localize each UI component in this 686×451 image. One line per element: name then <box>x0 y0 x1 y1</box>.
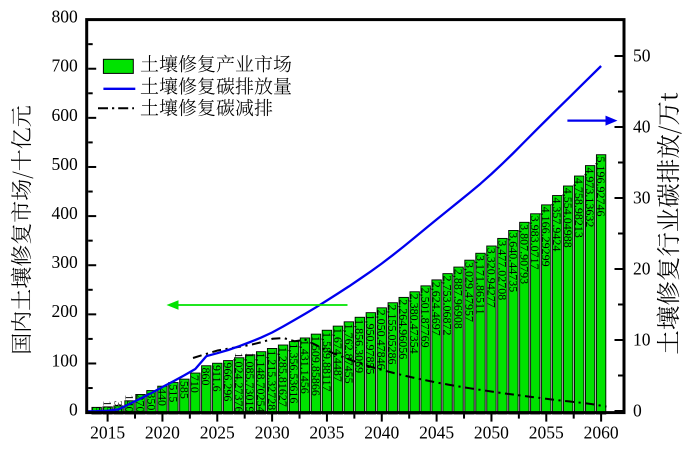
svg-text:3,477.02708: 3,477.02708 <box>495 240 509 300</box>
svg-text:440: 440 <box>155 388 169 406</box>
svg-text:2,264.96056: 2,264.96056 <box>397 299 411 359</box>
svg-text:100: 100 <box>51 350 78 370</box>
svg-text:911.6: 911.6 <box>210 365 224 392</box>
svg-text:1,356.53616: 1,356.53616 <box>287 343 301 403</box>
svg-text:270: 270 <box>133 395 147 413</box>
svg-text:1,762.87455: 1,762.87455 <box>342 324 356 384</box>
svg-text:2040: 2040 <box>364 423 399 443</box>
svg-text:5,196.92746: 5,196.92746 <box>594 157 608 217</box>
svg-text:2,501.87769: 2,501.87769 <box>419 288 433 348</box>
svg-text:966.296: 966.296 <box>221 362 235 401</box>
svg-text:2,624.4697: 2,624.4697 <box>430 282 444 336</box>
svg-text:3,029.47957: 3,029.47957 <box>462 262 476 322</box>
svg-text:2050: 2050 <box>474 423 509 443</box>
svg-text:0: 0 <box>633 400 642 420</box>
svg-text:350: 350 <box>144 392 158 410</box>
svg-text:0: 0 <box>69 400 78 420</box>
svg-text:2020: 2020 <box>145 423 180 443</box>
svg-text:500: 500 <box>51 154 78 174</box>
svg-text:2,155.05286: 2,155.05286 <box>386 305 400 365</box>
svg-text:3,171.86511: 3,171.86511 <box>473 255 487 315</box>
svg-text:2035: 2035 <box>309 423 344 443</box>
svg-text:515: 515 <box>166 384 180 402</box>
svg-text:5: 5 <box>90 407 104 413</box>
svg-text:300: 300 <box>51 252 78 272</box>
svg-text:1,431.1456: 1,431.1456 <box>298 340 312 394</box>
svg-text:1,509.85866: 1,509.85866 <box>309 336 323 396</box>
svg-text:710: 710 <box>188 375 202 393</box>
svg-text:1,085.73019: 1,085.73019 <box>243 353 257 413</box>
svg-text:700: 700 <box>51 56 78 76</box>
svg-text:2025: 2025 <box>200 423 235 443</box>
svg-text:3,983.0717: 3,983.0717 <box>528 216 542 270</box>
svg-text:600: 600 <box>51 105 78 125</box>
svg-text:860: 860 <box>199 368 213 386</box>
svg-text:1,674.4487: 1,674.4487 <box>331 328 345 382</box>
svg-text:1,215.32728: 1,215.32728 <box>265 350 279 410</box>
svg-text:1,024.27376: 1,024.27376 <box>232 353 246 413</box>
svg-text:50: 50 <box>633 45 651 65</box>
svg-text:40: 40 <box>633 116 651 136</box>
svg-text:4,758.98213: 4,758.98213 <box>572 178 586 238</box>
svg-text:3,320.94277: 3,320.94277 <box>484 248 498 308</box>
svg-text:2,887.96908: 2,887.96908 <box>451 269 465 329</box>
svg-text:2045: 2045 <box>419 423 454 443</box>
svg-text:2,753.06872: 2,753.06872 <box>440 275 454 335</box>
svg-text:1,589.88117: 1,589.88117 <box>320 332 334 392</box>
svg-text:2055: 2055 <box>529 423 564 443</box>
svg-text:585: 585 <box>177 381 191 399</box>
svg-text:30: 30 <box>633 187 651 207</box>
svg-text:2,050.47846: 2,050.47846 <box>375 310 389 370</box>
svg-text:1,856.3069: 1,856.3069 <box>353 319 367 373</box>
svg-text:2,380.47354: 2,380.47354 <box>408 294 422 354</box>
svg-text:3,807.90793: 3,807.90793 <box>517 224 531 284</box>
svg-text:1,148.70254: 1,148.70254 <box>254 353 268 413</box>
svg-text:2015: 2015 <box>90 423 125 443</box>
svg-text:4,166.29299: 4,166.29299 <box>539 207 553 267</box>
svg-text:2030: 2030 <box>255 423 290 443</box>
svg-text:400: 400 <box>51 203 78 223</box>
svg-text:1,285.81627: 1,285.81627 <box>276 347 290 407</box>
svg-text:4,554.04988: 4,554.04988 <box>561 188 575 248</box>
svg-text:4,973.13632: 4,973.13632 <box>583 167 597 227</box>
svg-text:3,640.44735: 3,640.44735 <box>506 232 520 292</box>
svg-text:2060: 2060 <box>584 423 619 443</box>
svg-text:4,357.9424: 4,357.9424 <box>550 197 564 251</box>
svg-text:200: 200 <box>51 301 78 321</box>
svg-text:1,950.97855: 1,950.97855 <box>364 314 378 374</box>
svg-text:20: 20 <box>633 258 651 278</box>
svg-text:800: 800 <box>51 7 78 27</box>
svg-text:10: 10 <box>633 329 651 349</box>
